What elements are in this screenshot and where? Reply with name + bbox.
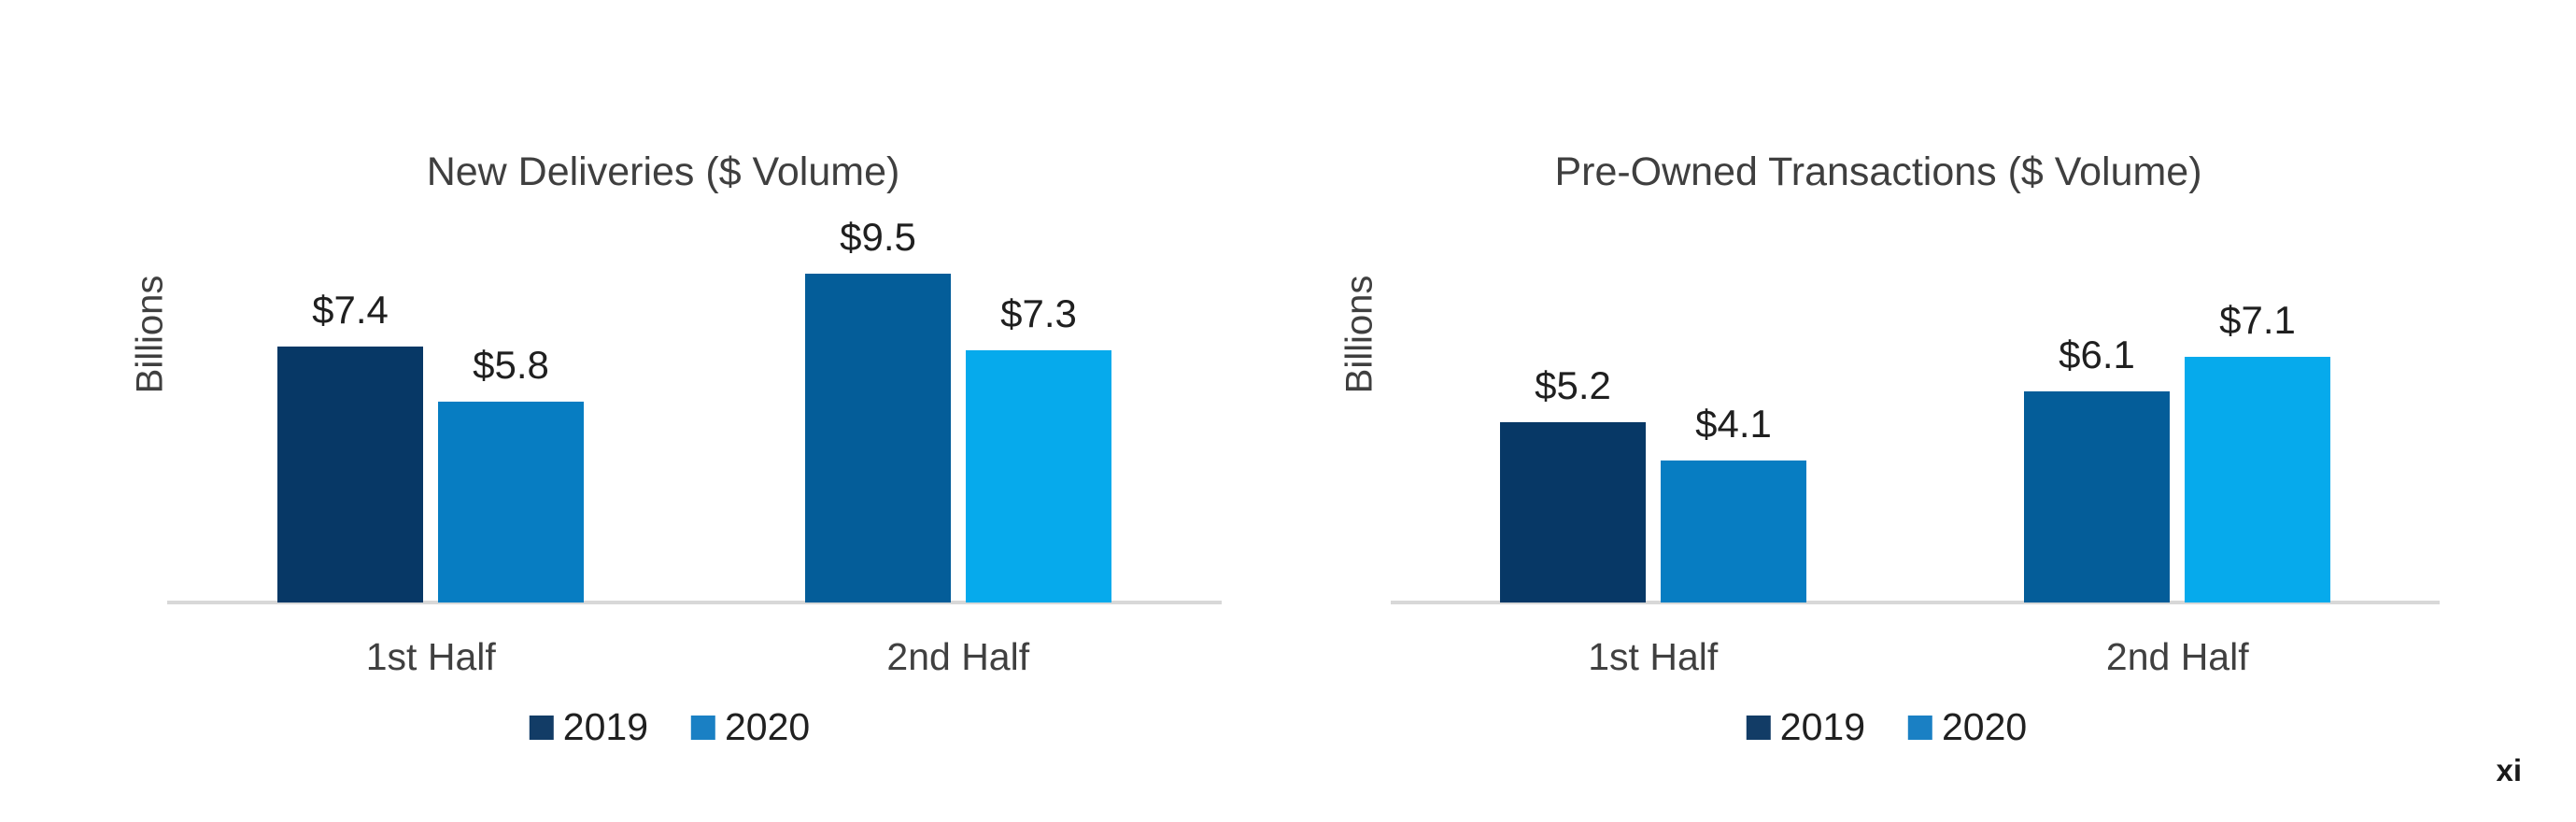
data-label-2020-2nd-half: $7.1 (2219, 298, 2296, 342)
legend-swatch-2019 (529, 715, 554, 740)
chart-title: Pre-Owned Transactions ($ Volume) (1554, 149, 2202, 194)
legend-item-2019: 2019 (1746, 705, 1865, 749)
bar-2020-1st-half (1661, 461, 1806, 602)
x-axis-line (167, 601, 1222, 604)
data-label-2020-1st-half: $4.1 (1695, 402, 1772, 446)
y-axis-label: Billions (1338, 275, 1380, 394)
page-number: xi (2496, 753, 2522, 787)
legend-swatch-2020 (691, 715, 715, 740)
x-tick-label-1st-half: 1st Half (365, 635, 496, 678)
legend-swatch-2020 (1908, 715, 1932, 740)
legend-label-2019: 2019 (1779, 705, 1865, 748)
legend-label-2020: 2020 (1942, 705, 2028, 748)
x-axis-line (1391, 601, 2440, 604)
x-tick-label-2nd-half: 2nd Half (2105, 635, 2249, 678)
x-tick-label-2nd-half: 2nd Half (886, 635, 1030, 678)
data-label-2020-2nd-half: $7.3 (1000, 291, 1077, 335)
legend-swatch-2019 (1746, 715, 1771, 740)
legend-item-2020: 2020 (1908, 705, 2027, 749)
bar-2020-2nd-half (2185, 357, 2330, 602)
legend-item-2019: 2019 (529, 705, 648, 749)
bar-2019-2nd-half (2024, 391, 2170, 602)
bar-2019-1st-half (277, 347, 423, 602)
data-label-2019-2nd-half: $9.5 (840, 215, 916, 259)
bar-2020-2nd-half (966, 350, 1111, 602)
legend-item-2020: 2020 (691, 705, 810, 749)
bar-2020-1st-half (438, 402, 584, 602)
legend-label-2020: 2020 (725, 705, 811, 748)
legend-label-2019: 2019 (562, 705, 648, 748)
data-label-2019-1st-half: $5.2 (1535, 363, 1611, 407)
data-label-2019-1st-half: $7.4 (312, 288, 389, 332)
legend: 2019 2020 (529, 705, 810, 749)
bar-2019-2nd-half (805, 274, 951, 602)
data-label-2020-1st-half: $5.8 (473, 343, 549, 387)
legend: 2019 2020 (1746, 705, 2027, 749)
data-label-2019-2nd-half: $6.1 (2059, 333, 2135, 376)
chart-title: New Deliveries ($ Volume) (426, 149, 900, 194)
bar-2019-1st-half (1500, 422, 1646, 602)
x-tick-label-1st-half: 1st Half (1588, 635, 1719, 678)
